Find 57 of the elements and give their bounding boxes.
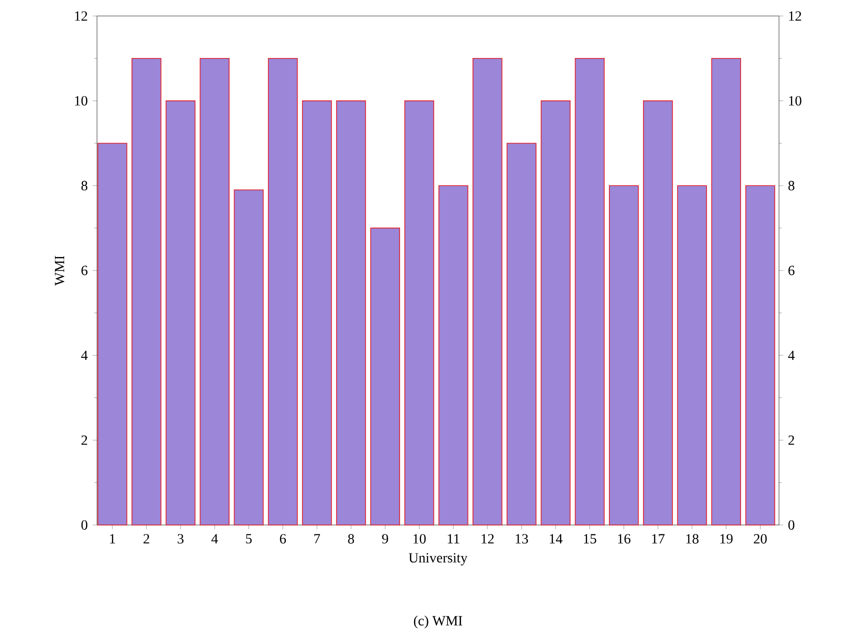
x-tick-label: 13	[516, 534, 528, 544]
x-tick-label: 18	[686, 534, 699, 544]
y-tick-label: 2	[81, 436, 88, 445]
x-tick-label: 4	[211, 534, 218, 544]
bar	[370, 228, 400, 526]
bar	[438, 185, 468, 526]
bar	[472, 58, 502, 526]
y2-tick-label: 8	[788, 180, 794, 190]
x-tick-label: 20	[754, 534, 767, 544]
x-tick-label: 14	[550, 534, 562, 544]
x-tick-label: 19	[720, 534, 733, 544]
x-tick-label: 5	[246, 534, 252, 544]
y2-tick-label: 0	[788, 520, 794, 530]
y-tick-label: 6	[81, 266, 88, 276]
bar	[574, 58, 605, 526]
bar	[166, 100, 196, 526]
text: (c) WMI	[414, 616, 462, 628]
y2-tick-label: 12	[789, 11, 802, 21]
y-tick-label: 12	[75, 11, 88, 21]
bar	[200, 58, 230, 526]
bar	[97, 142, 128, 526]
x-tick-label: 6	[280, 534, 286, 544]
bar	[336, 100, 366, 526]
bar	[643, 100, 673, 526]
bar	[677, 185, 707, 526]
bar	[404, 100, 434, 526]
bar	[302, 100, 332, 526]
y-tick-label: 0	[81, 520, 88, 530]
bar	[608, 185, 639, 526]
x-tick-label: 8	[348, 534, 354, 544]
bar	[745, 185, 776, 526]
bar	[540, 100, 571, 526]
x-tick-label: 1	[110, 534, 116, 544]
bar	[234, 189, 264, 526]
x-tick-label: 15	[584, 534, 596, 544]
x-tick-label: 11	[448, 534, 460, 544]
y-axis-title: WMI	[54, 256, 64, 286]
y-tick-label: 10	[75, 96, 88, 106]
x-tick-label: 12	[482, 534, 494, 544]
bar	[132, 58, 162, 526]
y-tick-label: 8	[81, 180, 88, 190]
x-axis-title: University	[408, 553, 468, 566]
x-tick-label: 3	[178, 534, 184, 544]
bar	[711, 58, 742, 526]
y2-tick-label: 2	[788, 436, 794, 445]
x-tick-label: 16	[618, 534, 630, 544]
bar	[268, 58, 298, 526]
x-tick-label: 17	[652, 534, 665, 544]
y2-tick-label: 10	[789, 96, 802, 106]
y2-tick-label: 4	[788, 350, 795, 360]
x-tick-label: 9	[382, 534, 388, 544]
y-tick-label: 4	[81, 350, 88, 360]
x-tick-label: 7	[314, 534, 320, 544]
y2-tick-label: 6	[788, 266, 794, 276]
x-tick-label: 10	[413, 534, 426, 544]
x-tick-label: 2	[144, 534, 150, 544]
bar	[506, 142, 536, 526]
